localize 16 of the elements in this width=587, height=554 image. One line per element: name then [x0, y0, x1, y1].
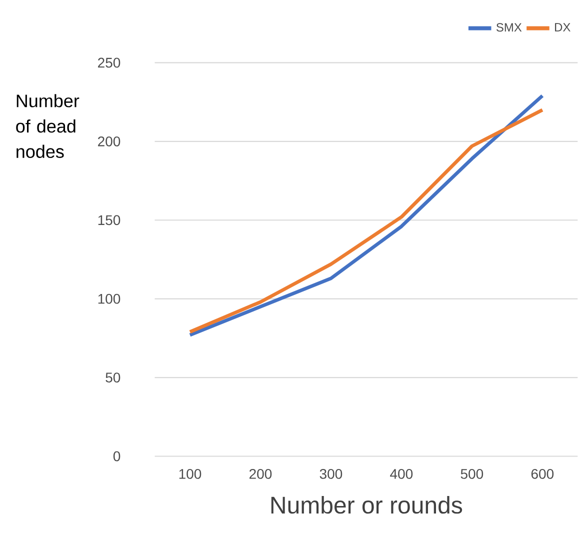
- x-tick-label: 500: [460, 469, 484, 480]
- x-axis-title: Number or rounds: [271, 496, 462, 514]
- y-tick-label: 250: [98, 58, 120, 68]
- y-tick-label: 50: [106, 372, 120, 383]
- y-tick-label: 150: [98, 215, 120, 226]
- x-tick-label: 100: [179, 469, 202, 480]
- x-tick-label: 600: [531, 469, 554, 480]
- x-tick-label: 400: [390, 469, 413, 480]
- legend-label: SMX: [496, 23, 522, 32]
- y-tick-label: 100: [98, 294, 120, 304]
- y-tick-label: 200: [98, 136, 120, 147]
- x-tick-label: 300: [320, 469, 342, 480]
- legend-label: DX: [555, 23, 570, 32]
- y-axis-title: Number of dead nodes: [16, 94, 80, 158]
- y-tick-label: 0: [113, 451, 120, 462]
- x-tick-label: 200: [250, 469, 272, 480]
